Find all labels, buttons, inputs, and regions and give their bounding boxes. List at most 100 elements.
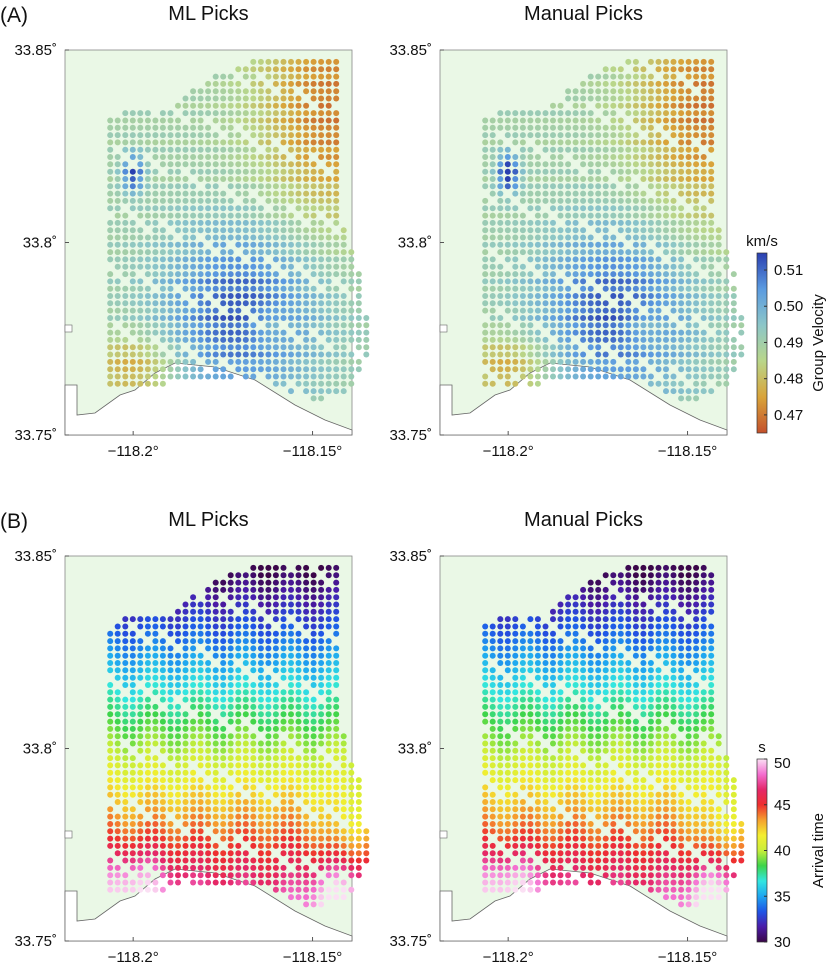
data-point <box>145 359 151 365</box>
data-point <box>205 264 211 270</box>
data-point <box>213 352 219 358</box>
data-point <box>603 366 609 372</box>
data-point <box>686 59 692 65</box>
data-point <box>723 264 729 270</box>
data-point <box>490 161 496 167</box>
data-point <box>603 110 609 116</box>
data-point <box>633 271 639 277</box>
data-point <box>228 308 234 314</box>
data-point <box>678 388 684 394</box>
data-point <box>663 374 669 380</box>
data-point <box>281 697 287 703</box>
data-point <box>535 330 541 336</box>
data-point <box>228 843 234 849</box>
data-point <box>580 337 586 343</box>
data-point <box>265 66 271 72</box>
data-point <box>258 616 264 622</box>
data-point <box>558 880 564 886</box>
data-point <box>130 118 136 124</box>
data-point <box>512 660 518 666</box>
data-point <box>520 161 526 167</box>
data-point <box>175 315 181 321</box>
data-point <box>678 719 684 725</box>
data-point <box>122 132 128 138</box>
data-point <box>610 66 616 72</box>
data-point <box>686 799 692 805</box>
data-point <box>678 858 684 864</box>
data-point <box>160 352 166 358</box>
data-point <box>243 110 249 116</box>
data-point <box>152 836 158 842</box>
data-point <box>482 205 488 211</box>
panel-title: ML Picks <box>168 3 248 25</box>
data-point <box>175 872 181 878</box>
data-point <box>122 682 128 688</box>
data-point <box>573 733 579 739</box>
data-point <box>543 249 549 255</box>
data-point <box>265 828 271 834</box>
data-point <box>535 256 541 262</box>
data-point <box>303 770 309 776</box>
data-point <box>618 118 624 124</box>
data-point <box>482 872 488 878</box>
data-point <box>625 308 631 314</box>
data-point <box>265 880 271 886</box>
data-point <box>595 352 601 358</box>
data-point <box>543 748 549 754</box>
data-point <box>115 880 121 886</box>
data-point <box>213 161 219 167</box>
data-point <box>183 799 189 805</box>
data-point <box>610 653 616 659</box>
data-point <box>738 836 744 842</box>
data-point <box>625 682 631 688</box>
data-point <box>505 198 511 204</box>
data-point <box>716 359 722 365</box>
data-point <box>588 799 594 805</box>
data-point <box>550 264 556 270</box>
data-point <box>311 191 317 197</box>
data-point <box>326 711 332 717</box>
data-point <box>580 96 586 102</box>
data-point <box>318 176 324 182</box>
data-point <box>550 858 556 864</box>
data-point <box>633 74 639 80</box>
data-point <box>228 359 234 365</box>
data-point <box>527 828 533 834</box>
data-point <box>595 220 601 226</box>
data-point <box>235 865 241 871</box>
data-point <box>701 880 707 886</box>
data-point <box>558 675 564 681</box>
data-point <box>265 352 271 358</box>
data-point <box>137 858 143 864</box>
data-point <box>235 719 241 725</box>
data-point <box>326 154 332 160</box>
data-point <box>281 169 287 175</box>
data-point <box>618 697 624 703</box>
data-point <box>265 322 271 328</box>
data-point <box>341 850 347 856</box>
data-point <box>618 96 624 102</box>
data-point <box>303 227 309 233</box>
data-point <box>130 271 136 277</box>
data-point <box>311 176 317 182</box>
data-point <box>348 264 354 270</box>
data-point <box>205 770 211 776</box>
data-point <box>107 235 113 241</box>
data-point <box>588 286 594 292</box>
data-point <box>318 719 324 725</box>
data-point <box>198 689 204 695</box>
data-point <box>183 374 189 380</box>
data-point <box>213 359 219 365</box>
data-point <box>527 631 533 637</box>
data-point <box>122 183 128 189</box>
data-point <box>490 359 496 365</box>
data-point <box>175 667 181 673</box>
data-point <box>243 315 249 321</box>
data-point <box>273 374 279 380</box>
data-point <box>656 777 662 783</box>
data-point <box>265 580 271 586</box>
data-point <box>213 81 219 87</box>
data-point <box>505 748 511 754</box>
data-point <box>326 96 332 102</box>
data-point <box>333 624 339 630</box>
